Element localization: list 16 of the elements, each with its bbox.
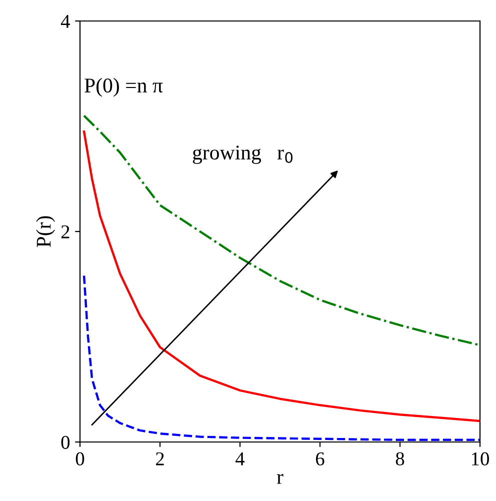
x-tick-label: 4: [236, 452, 245, 466]
x-tick-label: 6: [316, 452, 324, 466]
y-tick-label: 0: [61, 436, 70, 449]
line-series: [82, 274, 480, 442]
x-tick-label: 8: [396, 452, 404, 466]
x-axis-title: r: [276, 474, 284, 484]
y-axis-title: P(r): [36, 216, 55, 248]
x-tick-label: 2: [156, 452, 164, 466]
x-tick-label: 10: [472, 452, 489, 466]
x-tick-label: 0: [76, 452, 84, 466]
line-series: [82, 130, 480, 422]
y-tick-label: 2: [61, 225, 70, 238]
annotation: P(0) =n π: [84, 78, 163, 97]
y-tick-label: 4: [60, 14, 70, 28]
line-series: [82, 114, 480, 346]
annotation: growing r$_{0}$: [192, 146, 293, 164]
